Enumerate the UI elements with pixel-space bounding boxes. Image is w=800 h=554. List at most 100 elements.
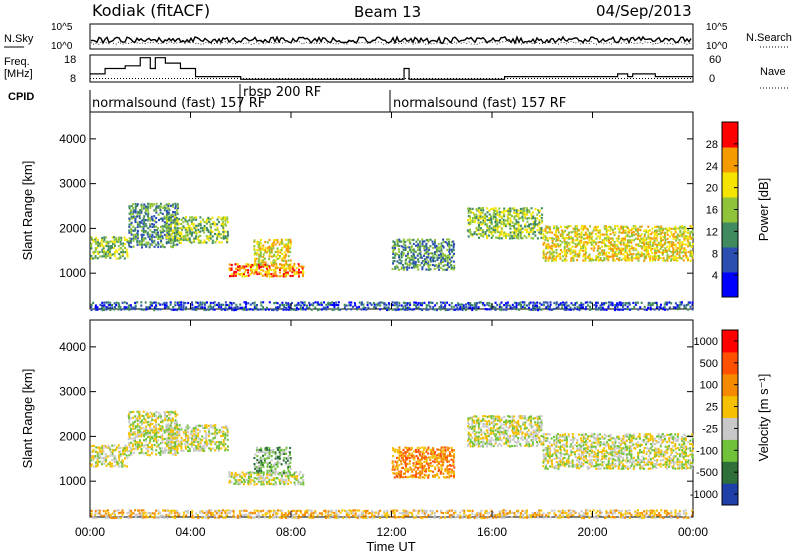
echo-cell <box>162 429 165 432</box>
echo-cell <box>402 456 404 459</box>
echo-cell <box>287 477 290 480</box>
echo-cell <box>569 251 572 254</box>
echo-cell <box>561 259 564 262</box>
echo-cell <box>411 262 414 265</box>
echo-cell <box>197 224 200 227</box>
echo-cell <box>553 245 556 248</box>
echo-cell <box>193 240 196 243</box>
echo-cell <box>121 453 124 456</box>
echo-cell <box>499 439 502 442</box>
echo-cell <box>199 449 202 452</box>
echo-cell <box>664 233 666 236</box>
echo-cell <box>475 419 478 422</box>
echo-cell <box>626 308 629 311</box>
echo-cell <box>584 308 587 311</box>
echo-cell <box>199 430 201 433</box>
echo-cell <box>201 301 204 304</box>
echo-cell <box>220 224 223 227</box>
echo-cell <box>624 304 627 307</box>
echo-cell <box>438 454 441 457</box>
echo-cell <box>496 436 499 439</box>
echo-cell <box>469 445 472 448</box>
echo-cell <box>222 223 225 226</box>
echo-cell <box>519 211 522 214</box>
echo-cell <box>439 256 442 259</box>
echo-cell <box>117 444 120 447</box>
echo-cell <box>163 215 166 218</box>
echo-cell <box>477 219 480 222</box>
echo-cell <box>155 209 158 212</box>
echo-cell <box>551 256 554 260</box>
echo-cell <box>143 429 146 433</box>
echo-cell <box>205 441 208 444</box>
echo-cell <box>666 229 669 232</box>
echo-cell <box>523 211 526 214</box>
echo-cell <box>408 454 411 457</box>
echo-cell <box>182 220 185 224</box>
echo-cell <box>420 462 423 465</box>
echo-cell <box>557 245 560 248</box>
echo-cell <box>505 209 508 212</box>
echo-cell <box>599 235 602 238</box>
echo-cell <box>261 476 264 479</box>
echo-cell <box>155 423 157 426</box>
echo-cell <box>649 257 652 260</box>
echo-cell <box>155 308 158 311</box>
echo-cell <box>498 427 501 430</box>
echo-cell <box>446 238 449 241</box>
echo-cell <box>477 419 480 422</box>
echo-cell <box>657 241 660 244</box>
echo-cell <box>211 440 214 443</box>
echo-cell <box>239 481 242 484</box>
echo-cell <box>679 230 682 234</box>
echo-cell <box>441 256 444 259</box>
echo-cell <box>98 446 101 449</box>
echo-cell <box>210 426 213 429</box>
echo-cell <box>276 249 279 252</box>
echo-cell <box>298 268 300 271</box>
echo-cell <box>517 419 520 423</box>
echo-cell <box>169 239 172 242</box>
echo-cell <box>102 249 105 252</box>
echo-cell <box>448 248 451 251</box>
echo-cell <box>572 255 575 258</box>
echo-cell <box>536 229 539 232</box>
echo-cell <box>507 439 510 442</box>
echo-cell <box>492 227 495 230</box>
echo-cell <box>266 270 269 274</box>
echo-cell <box>362 303 365 306</box>
echo-cell <box>519 207 522 211</box>
echo-cell <box>136 237 139 240</box>
echo-cell <box>243 475 246 478</box>
echo-cell <box>90 245 93 248</box>
echo-cell <box>505 439 508 442</box>
echo-cell <box>532 304 534 307</box>
echo-cell <box>191 231 194 234</box>
echo-cell <box>418 248 421 251</box>
echo-cell <box>161 231 164 234</box>
echo-cell <box>146 243 149 246</box>
echo-cell <box>262 472 265 475</box>
echo-cell <box>607 247 610 250</box>
echo-cell <box>287 263 290 267</box>
echo-cell <box>107 245 110 248</box>
echo-cell <box>505 304 508 307</box>
echo-cell <box>176 427 179 430</box>
echo-cell <box>96 460 99 463</box>
echo-cell <box>578 241 580 244</box>
echo-cell <box>651 303 654 307</box>
echo-cell <box>103 236 106 239</box>
echo-cell <box>147 235 150 238</box>
echo-cell <box>658 308 660 311</box>
echo-cell <box>599 306 602 309</box>
echo-cell <box>173 231 176 234</box>
echo-cell <box>586 241 589 244</box>
echo-cell <box>498 430 501 434</box>
echo-cell <box>672 249 675 252</box>
echo-cell <box>477 224 480 227</box>
echo-cell <box>551 251 554 254</box>
echo-cell <box>664 227 667 230</box>
echo-cell <box>159 308 162 311</box>
echo-cell <box>557 229 560 232</box>
echo-cell <box>134 301 137 304</box>
